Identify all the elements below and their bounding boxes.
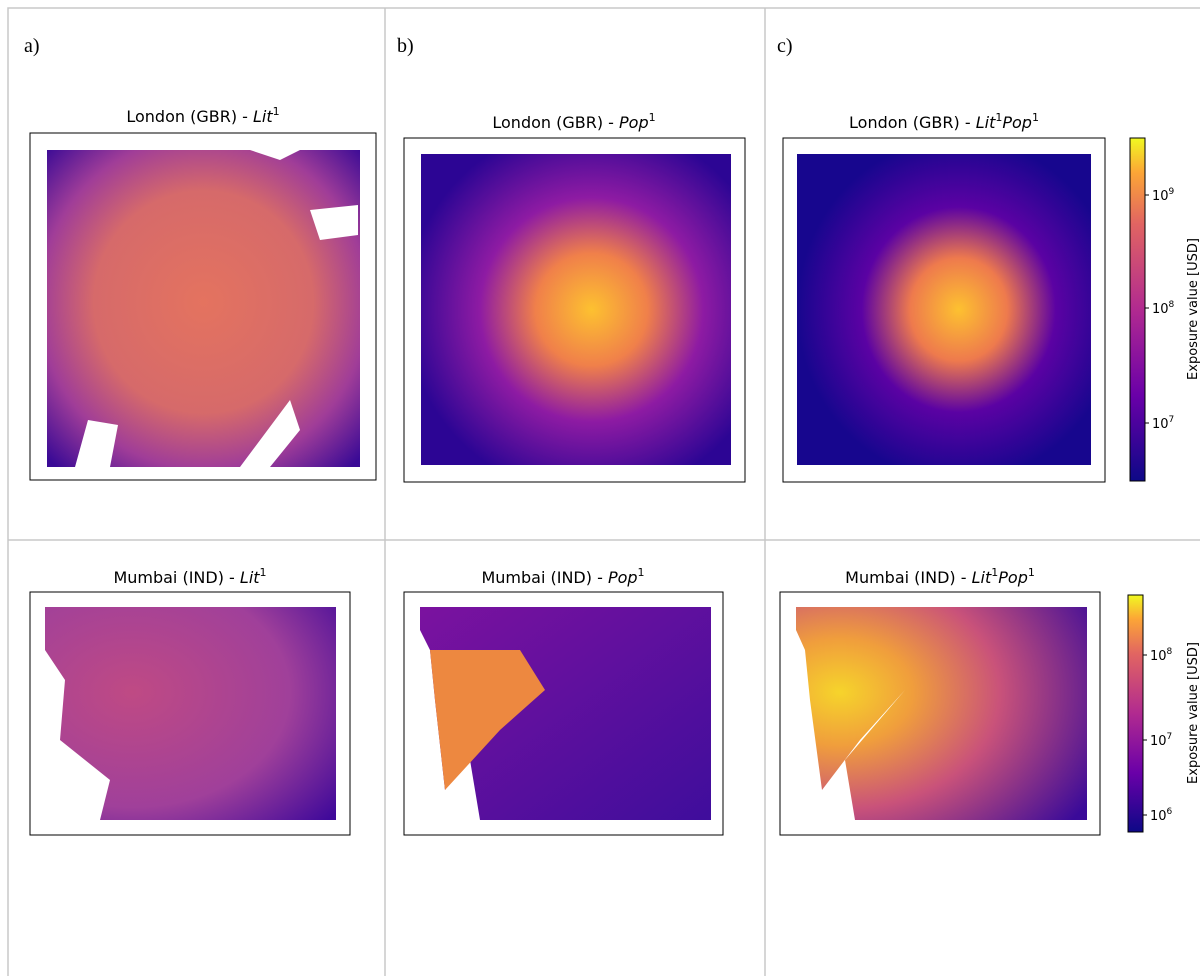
map-title: Mumbai (IND) - Pop1 — [481, 566, 644, 587]
title-term: Pop — [619, 113, 649, 132]
title-exp: 1 — [260, 566, 267, 579]
tick-base: 10 — [1152, 417, 1169, 432]
title-prefix: Mumbai (IND) - — [113, 568, 239, 587]
title-prefix: Mumbai (IND) - — [845, 568, 971, 587]
title-term: Lit — [976, 113, 996, 132]
title-term: Pop — [1002, 113, 1032, 132]
title-term: Lit — [253, 107, 273, 126]
tick-exp: 6 — [1167, 807, 1173, 817]
colorbar-tick-label: 106 — [1150, 807, 1173, 824]
colorbar-label: Exposure value [USD] — [1186, 642, 1200, 784]
title-exp: 1 — [991, 566, 998, 579]
tick-exp: 9 — [1169, 187, 1175, 197]
tick-base: 10 — [1150, 649, 1167, 664]
title-term: Pop — [608, 568, 638, 587]
panel-label: c) — [777, 35, 793, 57]
tick-exp: 7 — [1167, 732, 1173, 742]
title-exp: 1 — [638, 566, 645, 579]
colorbar-tick-label: 107 — [1152, 415, 1174, 432]
tick-exp: 8 — [1167, 647, 1173, 657]
title-exp: 1 — [273, 105, 280, 118]
map-title: London (GBR) - Pop1 — [492, 111, 655, 132]
title-exp: 1 — [1032, 111, 1039, 124]
map-title: London (GBR) - Lit1Pop1 — [849, 111, 1039, 132]
colorbar-tick-label: 108 — [1152, 300, 1175, 317]
tick-base: 10 — [1150, 734, 1167, 749]
panel-label: b) — [397, 35, 414, 57]
heatmap — [797, 154, 1091, 465]
title-exp: 1 — [649, 111, 656, 124]
figure: a)b)c)London (GBR) - Lit1London (GBR) - … — [0, 0, 1200, 976]
panel-label: a) — [24, 35, 40, 57]
map-title: London (GBR) - Lit1 — [126, 105, 279, 126]
colorbar-tick-label: 108 — [1150, 647, 1173, 664]
colorbar-tick-label: 109 — [1152, 187, 1175, 204]
colorbar-label: Exposure value [USD] — [1186, 238, 1200, 380]
title-term: Lit — [240, 568, 260, 587]
title-term: Pop — [998, 568, 1028, 587]
heatmap — [421, 154, 731, 465]
title-exp: 1 — [995, 111, 1002, 124]
tick-base: 10 — [1152, 302, 1169, 317]
title-prefix: Mumbai (IND) - — [481, 568, 607, 587]
tick-base: 10 — [1150, 809, 1167, 824]
title-prefix: London (GBR) - — [126, 107, 253, 126]
title-exp: 1 — [1028, 566, 1035, 579]
map-title: Mumbai (IND) - Lit1 — [113, 566, 266, 587]
title-term: Lit — [972, 568, 992, 587]
tick-exp: 8 — [1169, 300, 1175, 310]
title-prefix: London (GBR) - — [849, 113, 976, 132]
colorbar — [1130, 138, 1145, 481]
heatmap — [47, 150, 360, 467]
tick-exp: 7 — [1169, 415, 1175, 425]
colorbar-tick-label: 107 — [1150, 732, 1172, 749]
maps — [30, 133, 1145, 835]
map-title: Mumbai (IND) - Lit1Pop1 — [845, 566, 1035, 587]
colorbar — [1128, 595, 1143, 832]
tick-base: 10 — [1152, 189, 1169, 204]
title-prefix: London (GBR) - — [492, 113, 619, 132]
